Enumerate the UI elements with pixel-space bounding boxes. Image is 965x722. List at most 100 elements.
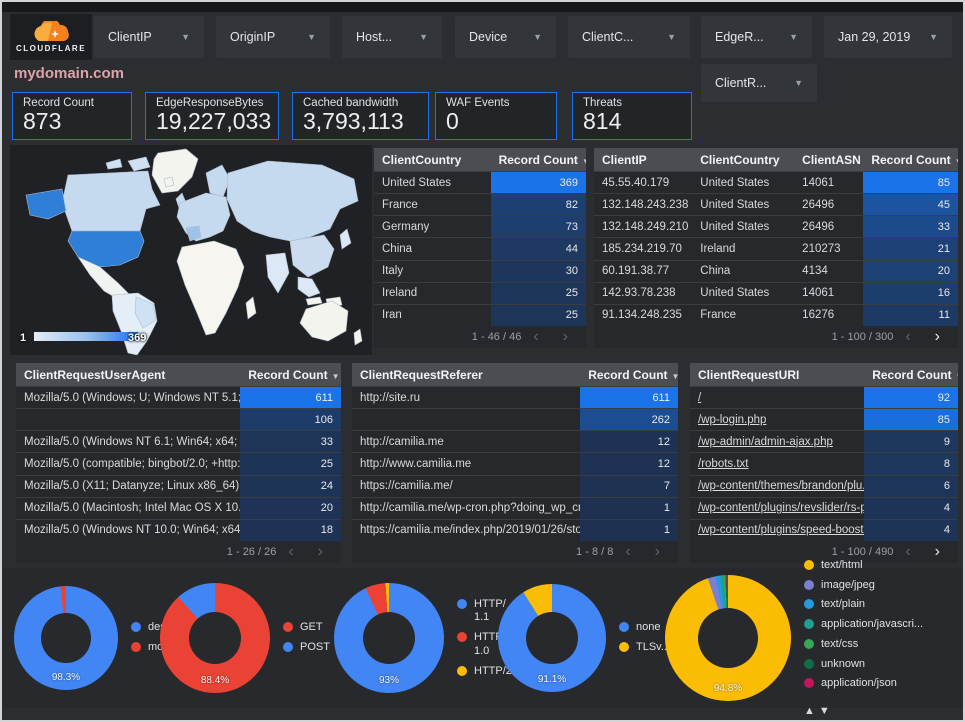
table-cell: France [382,198,418,211]
table-row[interactable]: 185.234.219.70 Ireland 210273 21 [594,237,958,260]
column-header[interactable]: Record Count▼ [864,368,958,382]
table-client-request-uri: ClientRequestURI Record Count▼ / 92/wp-logi… [690,363,958,563]
legend-scroll-arrows[interactable]: ▲▼ [804,705,834,718]
column-header[interactable]: Record Count▼ [491,153,586,167]
donut-device-type: 98.3%deskt...mobile [14,568,183,708]
pagination-range: 1 - 8 / 8 [576,545,614,558]
table-row[interactable]: /wp-admin/admin-ajax.php 9 [690,430,958,453]
uri-link-cell: /wp-content/plugins/speed-booste... [698,524,865,537]
table-row[interactable]: Mozilla/5.0 (X11; Datanyze; Linux x86_64… [16,474,341,497]
table-cell: Mozilla/5.0 (X11; Datanyze; Linux x86_64… [24,480,240,493]
pagination-next-icon[interactable]: › [934,327,940,345]
table-row[interactable]: http://site.ru 611 [352,386,678,409]
table-row[interactable]: http://camilia.me 12 [352,430,678,453]
table-row[interactable]: France 82 [374,193,586,216]
table-row[interactable]: /wp-content/themes/brandon/plu... 6 [690,474,958,497]
table-row[interactable]: 91.134.248.235 France 16276 11 [594,303,958,326]
geo-map[interactable]: 1 369 [10,145,372,356]
table-cell: Mozilla/5.0 (Macintosh; Intel Mac OS X 1… [24,502,241,515]
filter-edgeresponse[interactable]: EdgeR... ▼ [701,16,812,58]
table-row[interactable]: /robots.txt 8 [690,452,958,475]
record-count-heat-cell: 262 [580,409,678,431]
pagination-prev-icon[interactable]: ‹ [905,327,911,345]
donut-hole [188,611,242,665]
filter-originip[interactable]: OriginIP ▼ [216,16,330,58]
sort-desc-icon: ▼ [582,157,586,166]
device-type-pie[interactable]: 98.3% [14,586,118,690]
table-row[interactable]: Italy 30 [374,259,586,282]
pagination-prev-icon[interactable]: ‹ [905,542,911,560]
http-method-pie[interactable]: 88.4% [160,583,270,693]
column-header[interactable]: Record Count▼ [580,368,678,382]
content-type-pie[interactable]: 94.8% [665,575,791,701]
record-count-heat-cell: 11 [863,304,958,326]
table-row[interactable]: Iran 25 [374,303,586,326]
table-row[interactable]: 45.55.40.179 United States 14061 85 [594,171,958,194]
legend-label: HTTP/ 1.0 [474,631,506,657]
chevron-down-icon: ▼ [929,32,938,42]
legend-label: none [636,621,661,634]
table-row[interactable]: Mozilla/5.0 (Windows NT 10.0; Win64; x64… [16,518,341,541]
record-count-heat-cell: 12 [580,431,678,453]
tls-version-pie[interactable]: 91.1% [498,584,606,692]
record-count-heat-cell: 44 [490,238,586,260]
table-row[interactable]: United States 369 [374,171,586,194]
filter-clientcountry[interactable]: ClientC... ▼ [568,16,690,58]
table-row[interactable]: /wp-content/plugins/speed-booste... 4 [690,518,958,541]
legend-label: text/css [821,637,859,650]
table-client-ip: ClientIP ClientCountry ClientASN Record Cou… [594,148,958,348]
legend-item: application/javascri... [804,618,923,632]
table-cell: 26496 [802,220,835,233]
scorecard-waf-events: WAF Events 0 [435,92,557,140]
table-row[interactable]: https://camilia.me/7 [352,474,678,497]
pagination-next-icon[interactable]: › [562,327,568,345]
table-row[interactable]: Mozilla/5.0 (compatible; bingbot/2.0; +h… [16,452,341,475]
table-row[interactable]: 106 [16,408,341,431]
table-row[interactable]: Mozilla/5.0 (Windows NT 6.1; Win64; x64;… [16,430,341,453]
table-row[interactable]: https://camilia.me/index.php/2019/01/26/… [352,518,678,541]
table-pagination: 1 - 8 / 8 ‹ › [352,541,678,563]
column-header[interactable]: Record Count▼ [248,367,340,382]
filter-clientip[interactable]: ClientIP ▼ [94,16,204,58]
pagination-next-icon[interactable]: › [934,542,940,560]
legend-dot-icon [804,638,814,649]
pagination-next-icon[interactable]: › [654,542,660,560]
table-row[interactable]: Germany 73 [374,215,586,238]
table-row[interactable]: China 44 [374,237,586,260]
table-row[interactable]: http://camilia.me/wp-cron.php?doing_wp_c… [352,496,678,519]
filter-clientrequest[interactable]: ClientR... ▼ [701,64,817,102]
pagination-prev-icon[interactable]: ‹ [625,542,631,560]
table-row[interactable]: 262 [352,408,678,431]
table-row[interactable]: / 92 [690,386,958,409]
table-row[interactable]: 142.93.78.238 United States 14061 16 [594,281,958,304]
table-pagination: 1 - 26 / 26 ‹ › [16,541,341,563]
record-count-heat-cell: 33 [240,431,341,453]
legend-dot-icon [804,658,814,669]
http-version-pie[interactable]: 93% [334,583,444,693]
legend-dot-icon [131,642,141,652]
table-row[interactable]: /wp-content/plugins/revslider/rs-p... 4 [690,496,958,519]
filter-device[interactable]: Device ▼ [455,16,556,58]
table-row[interactable]: http://www.camilia.me 12 [352,452,678,475]
table-row[interactable]: 132.148.243.238 United States 26496 45 [594,193,958,216]
table-cell: Germany [382,220,430,233]
filter-host[interactable]: Host... ▼ [342,16,442,58]
table-cell: 45.55.40.179 [602,176,670,189]
record-count-heat-cell: 16 [863,282,958,304]
chevron-down-icon: ▼ [794,78,803,88]
table-cell: http://site.ru [360,391,421,404]
table-row[interactable]: Ireland 25 [374,281,586,304]
table-row[interactable]: Mozilla/5.0 (Macintosh; Intel Mac OS X 1… [16,496,341,519]
pagination-prev-icon[interactable]: ‹ [533,327,539,345]
pagination-next-icon[interactable]: › [317,542,323,560]
table-row[interactable]: /wp-login.php 85 [690,408,958,431]
table-row[interactable]: 132.148.249.210 United States 26496 33 [594,215,958,238]
date-range-picker[interactable]: Jan 29, 2019 ▼ [824,16,952,58]
table-row[interactable]: Mozilla/5.0 (Windows; U; Windows NT 5.1;… [16,386,341,409]
pagination-prev-icon[interactable]: ‹ [288,542,294,560]
column-header[interactable]: Record Count▼ [863,153,958,167]
table-cell: https://camilia.me/ [360,480,453,493]
legend-item: HTTP/2 [457,665,512,679]
table-row[interactable]: 60.191.38.77 China 4134 20 [594,259,958,282]
sort-desc-icon: ▼ [331,371,340,381]
